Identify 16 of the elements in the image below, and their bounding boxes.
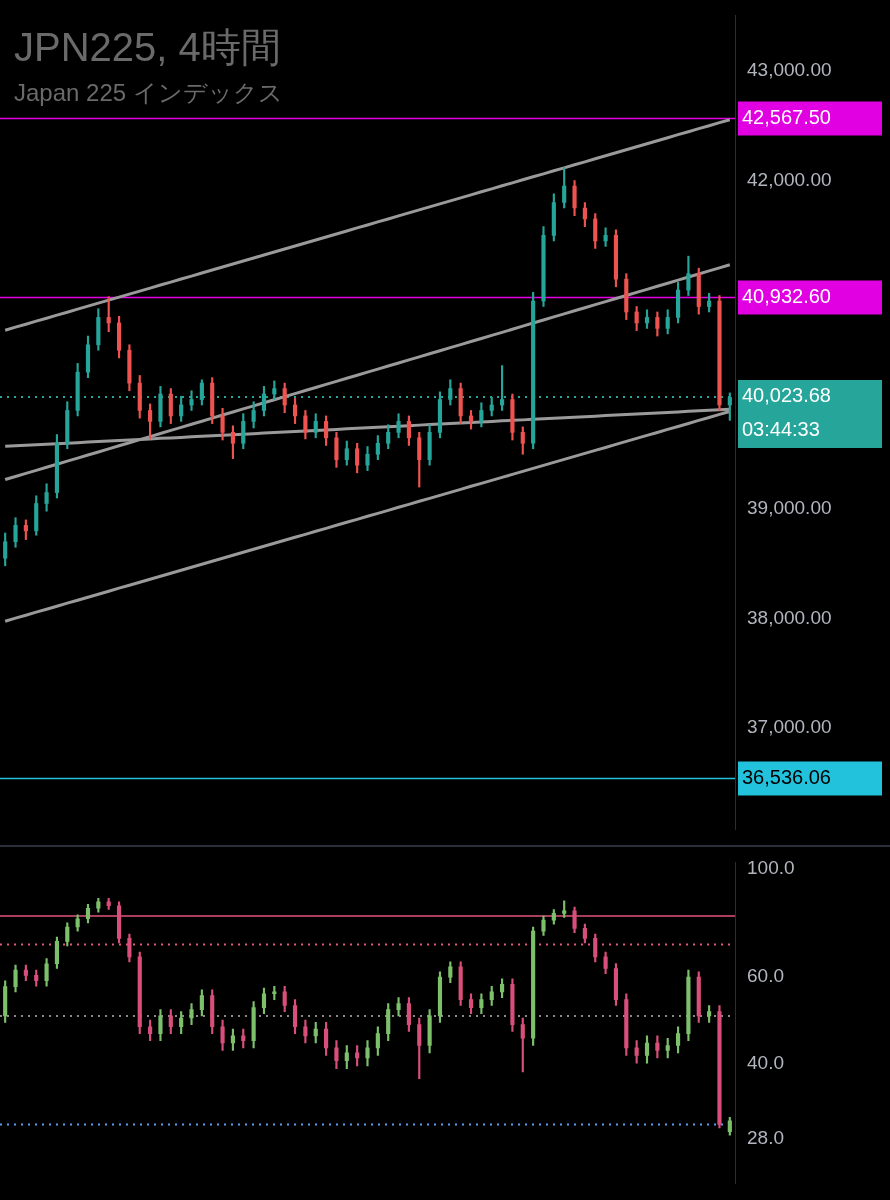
y-tick-label: 42,000.00: [747, 168, 832, 190]
ref-line-label: 42,567.50: [742, 106, 831, 129]
y-tick-label: 39,000.00: [747, 497, 832, 519]
y-tick-label: 43,000.00: [747, 59, 832, 81]
y-tick-label: 38,000.00: [747, 606, 832, 628]
ref-line-label: 40,932.60: [742, 284, 831, 307]
text: Japan 225 インデックス: [14, 79, 283, 107]
text: 03:44:33: [742, 418, 820, 441]
ref-line-label: 36,536.06: [742, 766, 831, 789]
y-tick-label: 60.0: [747, 965, 784, 987]
ref-line-label: 40,023.68: [742, 384, 831, 407]
y-tick-label: 100.0: [747, 856, 795, 878]
y-tick-label: 28.0: [747, 1127, 784, 1149]
chart-title: JPN225, 4時間: [14, 25, 281, 70]
y-tick-label: 40.0: [747, 1051, 784, 1073]
y-tick-label: 37,000.00: [747, 716, 832, 738]
